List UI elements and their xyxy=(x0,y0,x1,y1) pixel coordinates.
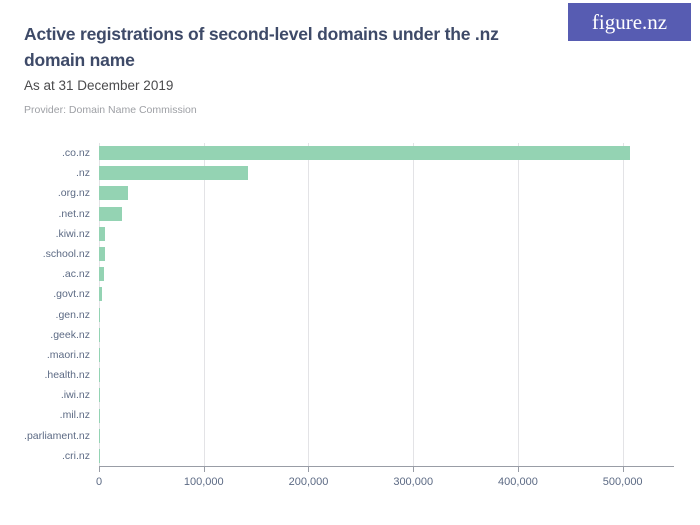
y-axis-label: .co.nz xyxy=(61,147,90,159)
bar-cri-nz xyxy=(99,448,100,463)
y-axis-label: .ac.nz xyxy=(61,268,90,281)
bar-row xyxy=(99,244,674,264)
y-axis-label: .geek.nz xyxy=(50,328,90,341)
bar-school-nz xyxy=(99,247,105,262)
gridline xyxy=(517,143,519,466)
x-axis-tick-label: 500,000 xyxy=(602,476,643,488)
page-title: Active registrations of second-level dom… xyxy=(24,24,499,70)
x-axis-tick-label: 300,000 xyxy=(393,476,434,488)
y-axis-label: .maori.nz xyxy=(46,348,90,361)
bar-health-nz xyxy=(99,368,100,383)
y-axis-label: .school.nz xyxy=(42,247,90,260)
x-axis-tick-label: 400,000 xyxy=(498,476,538,488)
bar-parliament-nz xyxy=(99,428,100,443)
bar-row xyxy=(99,143,674,163)
x-axis-tick-label: 100,000 xyxy=(183,476,224,488)
bar-row xyxy=(99,264,674,284)
y-axis-labels: .co.nz .nz .org.nz .net.nz .kiwi.nz .school.n… xyxy=(0,143,99,500)
bar-org-nz xyxy=(99,186,129,201)
bar-chart: .co.nz .nz .org.nz .net.nz .kiwi.nz .school.n… xyxy=(0,143,674,500)
bar-row xyxy=(99,446,674,466)
bar-row xyxy=(99,405,674,425)
y-axis-label: .parliament.nz xyxy=(24,429,90,442)
y-axis-label: .org.nz xyxy=(57,187,90,200)
bar-geek-nz xyxy=(99,327,101,342)
y-axis-label: .kiwi.nz xyxy=(55,227,90,240)
y-axis-label: .cri.nz xyxy=(61,449,90,462)
bar-ac-nz xyxy=(99,267,104,282)
gridline xyxy=(622,143,624,466)
gridline xyxy=(203,143,205,466)
gridline xyxy=(413,143,415,466)
y-axis-label: .iwi.nz xyxy=(60,389,90,402)
x-axis-tick xyxy=(308,467,310,472)
bar-row xyxy=(99,365,674,385)
bar-row xyxy=(99,284,674,304)
bar-mil-nz xyxy=(99,408,100,423)
x-axis-tick xyxy=(413,467,415,472)
plot-area xyxy=(99,143,674,466)
bar-row xyxy=(99,345,674,365)
bar-iwi-nz xyxy=(99,388,100,403)
x-axis-tick-label: 0 xyxy=(95,476,103,488)
gridline xyxy=(99,143,100,466)
bar-row xyxy=(99,426,674,446)
bar-row xyxy=(99,183,674,203)
x-axis-tick-label: 200,000 xyxy=(288,476,329,488)
y-axis-label: .health.nz xyxy=(44,369,90,382)
x-axis-tick xyxy=(203,467,205,472)
bar-gen-nz xyxy=(99,307,101,322)
y-axis-label: .net.nz xyxy=(58,207,90,220)
gridline xyxy=(308,143,310,466)
bar-row xyxy=(99,224,674,244)
y-axis-label: .gen.nz xyxy=(55,308,90,321)
figure-nz-logo[interactable]: figure.nz xyxy=(568,3,691,41)
bar-govt-nz xyxy=(99,287,103,302)
bar-row xyxy=(99,385,674,405)
bar-row xyxy=(99,163,674,183)
chart-subtitle: As at 31 December 2019 xyxy=(24,78,174,93)
chart-header: Active registrations of second-level dom… xyxy=(24,21,559,116)
x-axis-tick xyxy=(99,467,100,472)
bar-row xyxy=(99,305,674,325)
y-axis-label: .nz xyxy=(75,167,90,180)
y-axis-label: .govt.nz xyxy=(53,288,90,301)
bar-maori-nz xyxy=(99,347,101,362)
logo-text: figure.nz xyxy=(591,9,668,34)
bar-co-nz xyxy=(99,146,630,161)
bar-nz xyxy=(99,166,248,181)
bar-net-nz xyxy=(99,206,123,221)
x-axis: 0 100,000 200,000 300,000 400,000 500,000 xyxy=(95,466,674,500)
plot-wrap: 0 100,000 200,000 300,000 400,000 500,000 xyxy=(95,143,674,500)
bar-kiwi-nz xyxy=(99,226,106,241)
chart-provider: Provider: Domain Name Commission xyxy=(24,104,197,116)
y-axis-label: .mil.nz xyxy=(59,409,90,422)
bar-row xyxy=(99,325,674,345)
bar-row xyxy=(99,204,674,224)
x-axis-tick xyxy=(517,467,519,472)
x-axis-tick xyxy=(622,467,624,472)
